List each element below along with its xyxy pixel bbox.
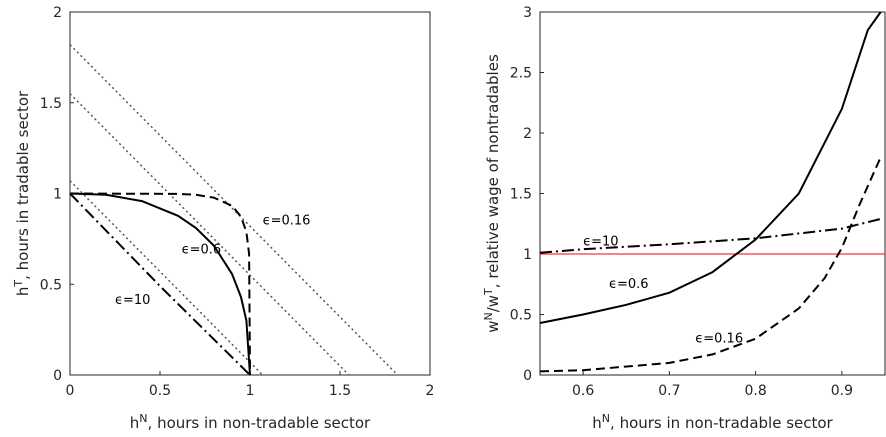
x-tick-label: 0.9	[831, 383, 853, 399]
x-tick-label: 0	[66, 383, 75, 399]
plot-area	[539, 11, 886, 376]
y-axis-label-part: w	[484, 320, 502, 332]
x-tick-label: 0.6	[572, 383, 594, 399]
y-tick-label: 2	[53, 5, 62, 21]
y-tick-label: 0	[523, 368, 532, 384]
y-axis-label: hT, hours in tradable sector	[12, 90, 33, 296]
y-tick-label: 2	[523, 126, 532, 142]
y-axis-label-part: , relative wage of nontradables	[484, 54, 502, 288]
y-tick-label: 1	[53, 187, 62, 203]
y-tick-label: 0	[53, 368, 62, 384]
annotation: ϵ=10	[583, 235, 618, 250]
x-axis-label-part: h	[130, 414, 140, 432]
series-line	[69, 180, 264, 376]
annotation: ϵ=10	[115, 293, 150, 308]
x-axis-label-part: N	[139, 412, 147, 425]
x-axis-label: hN, hours in non-tradable sector	[592, 412, 833, 433]
y-axis-label: wN/wT, relative wage of nontradables	[482, 54, 503, 333]
x-axis-label-part: h	[592, 414, 602, 432]
y-tick-label: 1.5	[510, 187, 532, 203]
y-axis-label-part: T	[482, 288, 495, 296]
y-axis-label-part: h	[14, 287, 32, 297]
x-axis-label-part: , hours in non-tradable sector	[148, 414, 372, 432]
y-tick-label: 2.5	[510, 66, 532, 82]
y-axis-label-part: , hours in tradable sector	[14, 90, 32, 280]
y-tick-label: 3	[523, 5, 532, 21]
y-axis-label-part: N	[482, 312, 495, 320]
y-tick-label: 0.5	[510, 308, 532, 324]
x-axis-label-part: N	[602, 412, 610, 425]
annotation: ϵ=0.6	[609, 277, 649, 292]
series-line	[69, 93, 350, 376]
x-tick-label: 0.8	[744, 383, 766, 399]
x-tick-label: 2	[426, 383, 435, 399]
x-tick-label: 1	[246, 383, 255, 399]
annotation: ϵ=0.16	[263, 213, 311, 228]
x-tick-label: 0.7	[658, 383, 680, 399]
series-line	[69, 192, 251, 376]
series-line	[69, 192, 251, 376]
x-tick-label: 0.5	[149, 383, 171, 399]
series-line	[539, 11, 882, 324]
y-tick-label: 1.5	[40, 96, 62, 112]
y-axis-label-part: T	[12, 280, 25, 288]
x-axis-label-part: , hours in non-tradable sector	[610, 414, 834, 432]
x-tick-label: 1.5	[329, 383, 351, 399]
y-tick-label: 1	[523, 247, 532, 263]
y-tick-label: 0.5	[40, 277, 62, 293]
annotation: ϵ=0.6	[182, 242, 222, 257]
x-axis-label: hN, hours in non-tradable sector	[130, 412, 371, 433]
series-line	[539, 217, 881, 254]
annotation: ϵ=0.16	[695, 331, 743, 346]
y-axis-label-part: /w	[484, 295, 502, 312]
